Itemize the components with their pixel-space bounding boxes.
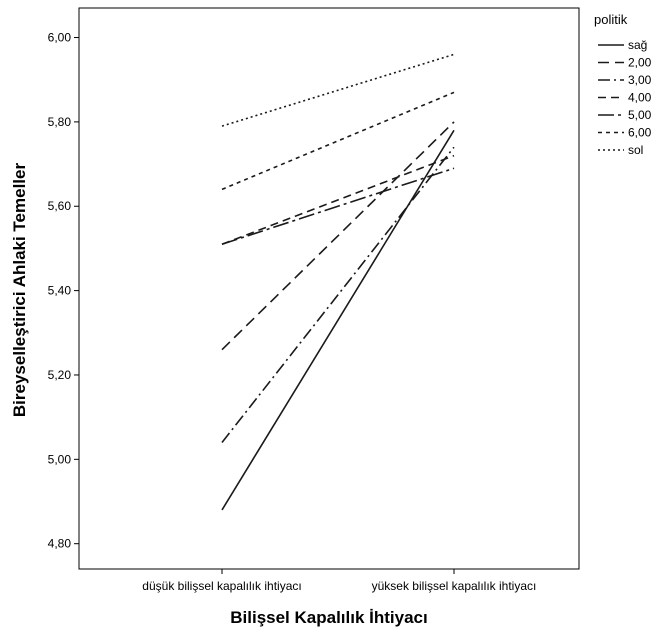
x-tick-label: düşük bilişsel kapalılık ihtiyacı: [142, 579, 301, 593]
series-line-0: [221, 129, 455, 511]
y-tick-label: 5,80: [48, 115, 72, 129]
series-line-4: [221, 167, 455, 245]
legend: politik sağ 2,00 3,00 4,00 5,00 6,00 sol: [594, 12, 652, 157]
series-line-5: [221, 91, 455, 191]
legend-label: sağ: [628, 38, 647, 52]
legend-label: 4,00: [628, 91, 652, 105]
legend-title: politik: [594, 12, 628, 27]
y-tick-label: 5,20: [48, 368, 72, 382]
series-line-6: [221, 53, 455, 127]
y-axis-title: Bireyselleştirici Ahlaki Temeller: [10, 163, 29, 418]
legend-label: 3,00: [628, 73, 652, 87]
y-tick-label: 4,80: [48, 537, 72, 551]
y-tick-label: 6,00: [48, 31, 72, 45]
legend-label: 5,00: [628, 108, 652, 122]
series-lines: [221, 53, 455, 511]
y-tick-label: 5,00: [48, 452, 72, 466]
y-tick-label: 5,60: [48, 199, 72, 213]
x-axis-title: Bilişsel Kapalılık İhtiyacı: [230, 608, 427, 627]
x-axis: düşük bilişsel kapalılık ihtiyacı yüksek …: [142, 569, 536, 593]
series-line-1: [221, 121, 455, 351]
legend-label: 6,00: [628, 126, 652, 140]
x-tick-label: yüksek bilişsel kapalılık ihtiyacı: [372, 579, 537, 593]
series-line-2: [221, 146, 455, 443]
plot-frame: [78, 7, 580, 570]
y-axis: 4,80 5,00 5,20 5,40 5,60 5,80 6,00: [48, 31, 79, 551]
y-tick-label: 5,40: [48, 284, 72, 298]
legend-label: 2,00: [628, 56, 652, 70]
series-line-3: [221, 154, 455, 245]
legend-label: sol: [628, 143, 643, 157]
